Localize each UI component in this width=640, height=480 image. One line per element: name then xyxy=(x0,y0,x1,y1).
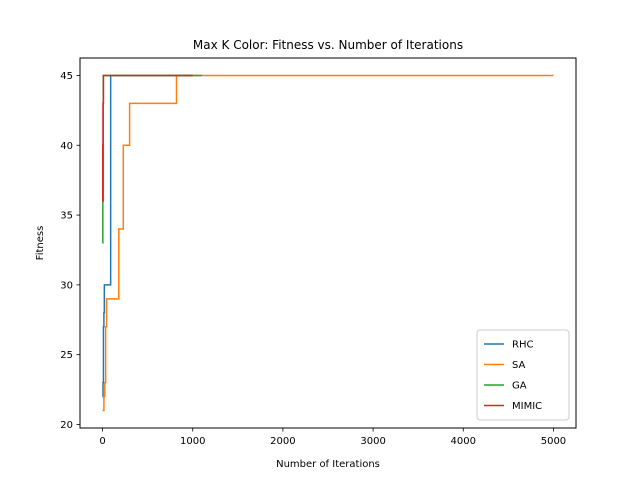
series-line-rhc xyxy=(102,74,193,398)
y-tick-label: 40 xyxy=(60,141,73,152)
x-tick-label: 0 xyxy=(99,436,105,447)
legend-label-rhc: RHC xyxy=(512,340,533,351)
legend-items: RHC SA GA MIMIC xyxy=(484,340,542,412)
x-tick-label: 4000 xyxy=(451,436,476,447)
legend-label-ga: GA xyxy=(512,381,527,392)
legend-label-sa: SA xyxy=(512,360,526,371)
x-tick-label: 1000 xyxy=(180,436,205,447)
x-axis-label: Number of Iterations xyxy=(276,459,380,470)
y-tick-label: 20 xyxy=(60,420,73,431)
x-tick-label: 5000 xyxy=(541,436,566,447)
x-tick-label: 2000 xyxy=(270,436,295,447)
plot-lines xyxy=(101,74,554,412)
y-tick-label: 25 xyxy=(60,350,73,361)
legend-label-mimic: MIMIC xyxy=(512,401,542,412)
legend: RHC SA GA MIMIC xyxy=(476,329,570,421)
y-axis-label: Fitness xyxy=(35,226,46,261)
plot-frame xyxy=(79,57,577,429)
chart-title: Max K Color: Fitness vs. Number of Itera… xyxy=(193,38,463,52)
y-tick-label: 30 xyxy=(60,280,73,291)
series-line-sa xyxy=(102,74,554,412)
legend-box xyxy=(476,329,570,421)
x-axis-ticks: 0 1000 2000 3000 4000 5000 xyxy=(99,428,566,447)
series-line-mimic xyxy=(101,74,193,202)
x-tick-label: 3000 xyxy=(360,436,385,447)
y-tick-label: 35 xyxy=(60,211,73,222)
y-axis-ticks: 20 25 30 35 40 45 xyxy=(60,71,80,431)
y-tick-label: 45 xyxy=(60,71,73,82)
